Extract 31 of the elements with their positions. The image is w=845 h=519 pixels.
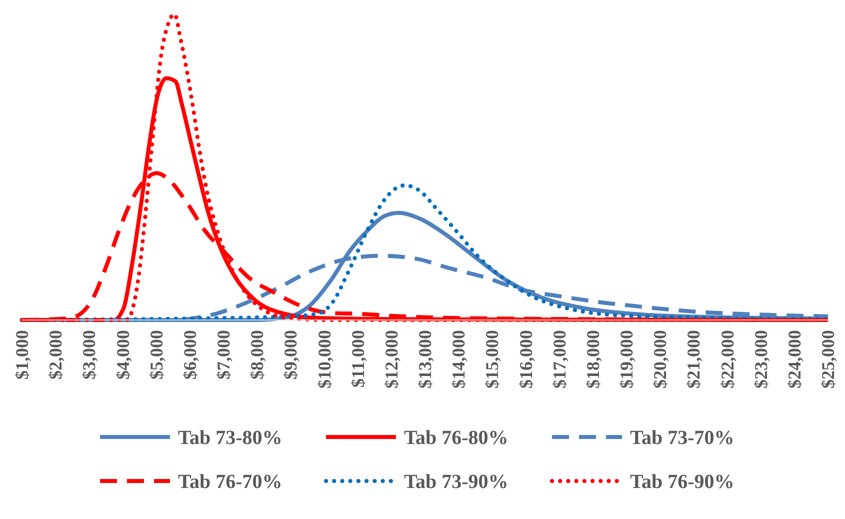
legend-label: Tab 76-70% (178, 471, 282, 493)
x-tick-label: $6,000 (180, 330, 200, 380)
x-tick-label: $25,000 (818, 330, 838, 388)
x-tick-label: $24,000 (784, 330, 804, 388)
x-tick-label: $9,000 (280, 330, 301, 380)
legend-label: Tab 76-80% (404, 427, 508, 449)
x-tick-label: $20,000 (650, 330, 670, 388)
x-tick-label: $22,000 (717, 330, 738, 388)
x-tick-label: $19,000 (616, 330, 636, 388)
x-tick-label: $23,000 (750, 330, 771, 388)
x-tick-label: $3,000 (79, 330, 100, 380)
x-tick-label: $10,000 (314, 330, 334, 388)
x-tick-label: $21,000 (684, 330, 704, 388)
x-tick-label: $5,000 (146, 330, 166, 380)
x-tick-label: $4,000 (112, 330, 133, 380)
x-tick-label: $1,000 (12, 330, 32, 380)
x-tick-label: $7,000 (214, 330, 234, 380)
x-tick-label: $14,000 (448, 330, 469, 388)
x-tick-label: $12,000 (381, 330, 402, 388)
legend-label: Tab 73-90% (404, 471, 508, 493)
x-tick-label: $8,000 (247, 330, 268, 380)
x-tick-label: $16,000 (516, 330, 536, 388)
legend-label: Tab 73-70% (630, 427, 734, 449)
x-tick-label: $17,000 (549, 330, 570, 388)
legend-label: Tab 73-80% (178, 427, 282, 449)
x-tick-label: $11,000 (348, 330, 368, 388)
x-tick-label: $18,000 (582, 330, 603, 388)
x-tick-label: $13,000 (415, 330, 435, 388)
legend-label: Tab 76-90% (630, 471, 734, 493)
x-tick-label: $15,000 (482, 330, 502, 388)
x-tick-label: $2,000 (46, 330, 66, 380)
